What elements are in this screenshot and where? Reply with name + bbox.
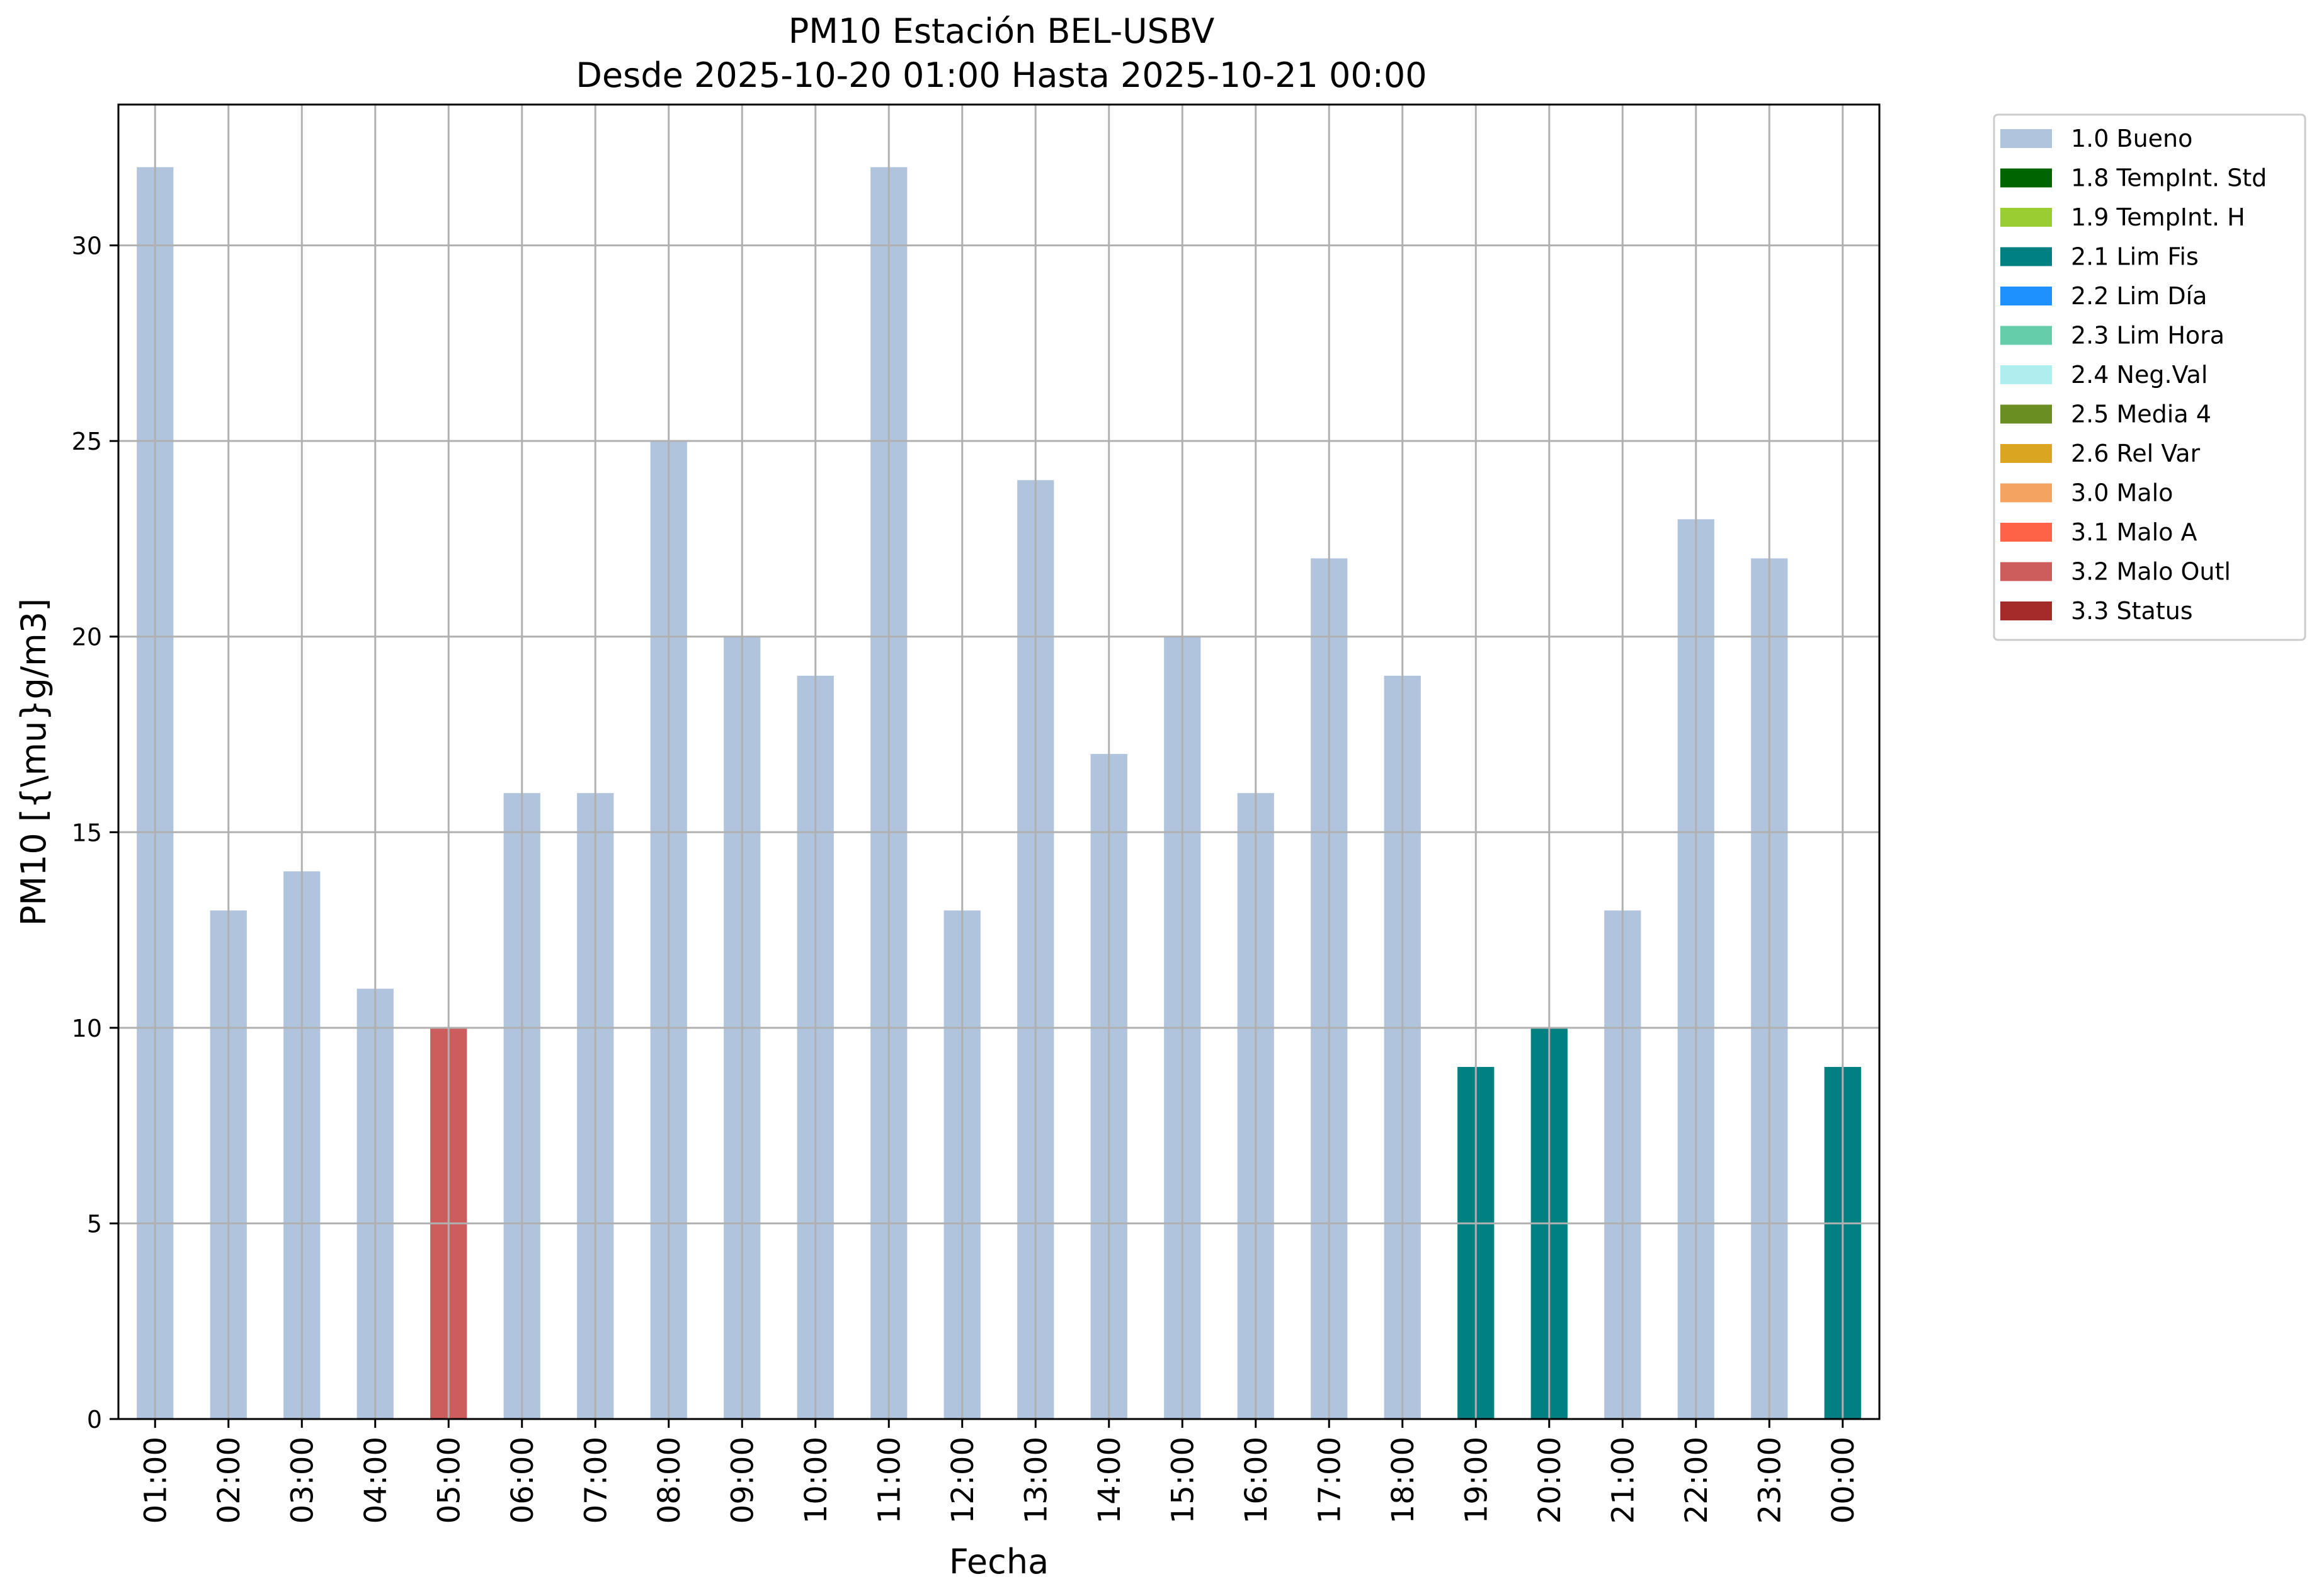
y-tick-label: 5	[87, 1210, 102, 1238]
x-tick-label: 16:00	[1239, 1437, 1274, 1524]
y-axis-ticks: 0 5 10 15 20 25 30	[72, 232, 118, 1434]
y-tick-label: 10	[72, 1015, 102, 1042]
bars	[137, 167, 1861, 1420]
legend-swatch	[2000, 287, 2052, 305]
legend-swatch	[2000, 365, 2052, 384]
x-tick-label: 10:00	[799, 1437, 834, 1524]
x-tick-label: 18:00	[1386, 1437, 1421, 1524]
x-tick-label: 15:00	[1165, 1437, 1200, 1524]
legend-swatch	[2000, 444, 2052, 463]
x-tick-label: 07:00	[578, 1437, 613, 1524]
legend-label: 1.0 Bueno	[2071, 125, 2192, 152]
chart-title: PM10 Estación BEL-USBV	[789, 11, 1215, 51]
x-tick-label: 08:00	[652, 1437, 687, 1524]
legend-swatch	[2000, 326, 2052, 345]
legend-frame	[1993, 113, 2306, 641]
legend: 1.0 Bueno 1.8 TempInt. Std 1.9 TempInt. H 2…	[1993, 113, 2306, 641]
x-tick-label: 12:00	[945, 1437, 981, 1524]
legend-label: 3.0 Malo	[2071, 479, 2173, 507]
y-tick-label: 20	[72, 624, 102, 651]
legend-swatch	[2000, 523, 2052, 542]
legend-swatch	[2000, 562, 2052, 581]
x-tick-label: 03:00	[285, 1437, 320, 1524]
y-tick-label: 25	[72, 428, 102, 455]
x-tick-label: 01:00	[138, 1437, 173, 1524]
legend-swatch	[2000, 129, 2052, 148]
legend-label: 2.5 Media 4	[2071, 401, 2211, 428]
x-tick-label: 04:00	[358, 1437, 394, 1524]
x-tick-label: 19:00	[1459, 1437, 1494, 1524]
legend-label: 1.8 TempInt. Std	[2071, 164, 2267, 192]
legend-label: 3.2 Malo Outl	[2071, 558, 2231, 586]
legend-swatch	[2000, 404, 2052, 424]
legend-label: 3.1 Malo A	[2071, 518, 2197, 546]
legend-swatch	[2000, 601, 2052, 620]
x-tick-label: 14:00	[1092, 1437, 1127, 1524]
x-tick-label: 09:00	[725, 1437, 760, 1524]
chart-subtitle: Desde 2025-10-20 01:00 Hasta 2025-10-21 …	[576, 55, 1427, 95]
x-axis-label: Fecha	[949, 1542, 1049, 1582]
x-axis-ticks: 01:00 02:00 03:00 04:00 05:00 06:00 07:00 08:00…	[138, 1419, 1861, 1524]
y-tick-label: 0	[87, 1406, 102, 1434]
x-tick-label: 13:00	[1018, 1437, 1054, 1524]
legend-swatch	[2000, 208, 2052, 227]
legend-swatch	[2000, 168, 2052, 188]
x-tick-label: 02:00	[212, 1437, 247, 1524]
x-tick-label: 00:00	[1826, 1437, 1861, 1524]
y-tick-label: 30	[72, 232, 102, 260]
x-tick-label: 22:00	[1679, 1437, 1714, 1524]
x-tick-label: 05:00	[431, 1437, 467, 1524]
legend-label: 2.4 Neg.Val	[2071, 361, 2208, 389]
legend-label: 1.9 TempInt. H	[2071, 203, 2245, 231]
x-tick-label: 23:00	[1752, 1437, 1787, 1524]
x-tick-label: 20:00	[1532, 1437, 1568, 1524]
x-tick-label: 21:00	[1605, 1437, 1641, 1524]
x-tick-label: 06:00	[505, 1437, 540, 1524]
legend-swatch	[2000, 483, 2052, 503]
legend-label: 2.6 Rel Var	[2071, 440, 2201, 467]
y-tick-label: 15	[72, 819, 102, 846]
x-tick-label: 11:00	[872, 1437, 907, 1524]
legend-label: 2.3 Lim Hora	[2071, 322, 2225, 350]
x-tick-label: 17:00	[1312, 1437, 1347, 1524]
legend-swatch	[2000, 247, 2052, 266]
plot-frame	[117, 103, 1881, 1420]
y-axis-label: PM10 [{\mu}g/m3]	[14, 598, 54, 926]
legend-label: 2.1 Lim Fis	[2071, 243, 2199, 271]
legend-label: 3.3 Status	[2071, 597, 2193, 625]
grid-lines	[118, 105, 1879, 1420]
legend-label: 2.2 Lim Día	[2071, 282, 2207, 310]
